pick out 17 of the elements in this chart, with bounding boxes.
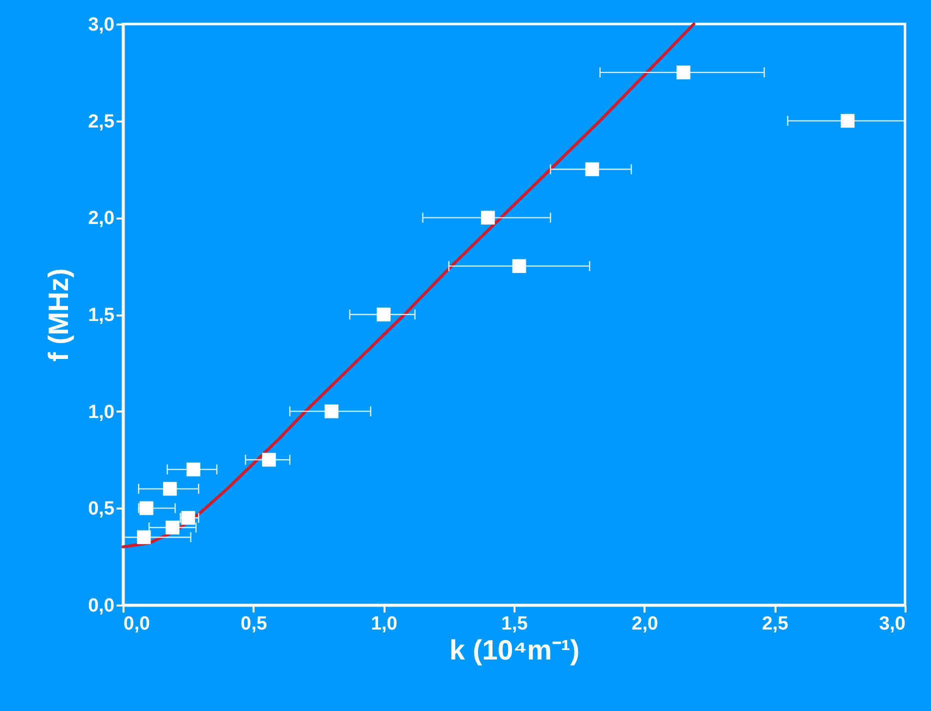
- x-tick-label: 2,5: [762, 614, 789, 634]
- y-tick-label: 1,0: [88, 402, 114, 423]
- x-tick-label: 1,0: [370, 614, 398, 634]
- y-tick-label: 0,5: [88, 498, 115, 520]
- y-tick-label: 2,0: [88, 208, 114, 230]
- x-tick-label: 0,5: [240, 614, 268, 634]
- y-tick-label: 3,0: [88, 14, 114, 36]
- x-axis-title: k (10⁴m⁻¹): [449, 634, 580, 666]
- y-tick-label: 0,0: [88, 596, 114, 616]
- x-tick-label: 2,0: [632, 614, 658, 634]
- y-tick-label: 2,5: [88, 111, 115, 132]
- y-tick-label: 1,5: [88, 305, 115, 326]
- y-axis-title: f (MHz): [43, 268, 74, 362]
- line-series: [122, 22, 696, 548]
- x-tick-label: 3,0: [879, 614, 906, 634]
- x-tick-label: 0,0: [124, 614, 150, 634]
- x-tick-label: 1,5: [501, 614, 528, 634]
